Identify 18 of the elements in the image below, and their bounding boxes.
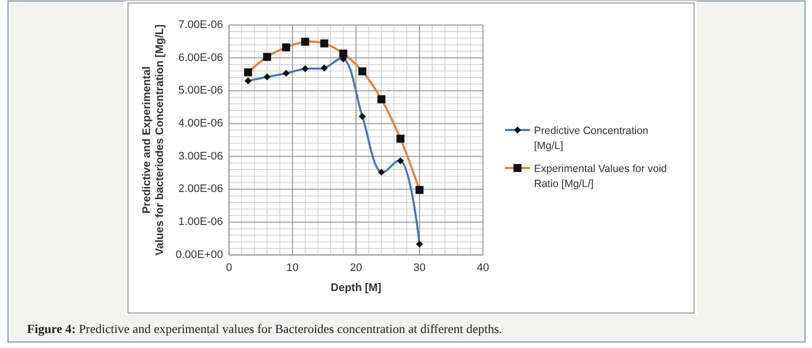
y-axis-title: Predictive and Experimental Values for bacteriodes Concentration [Mg/L] xyxy=(141,24,166,256)
legend-label: Experimental Values for void Ratio [Mg/L/] xyxy=(534,163,668,190)
y-tick-label: 5.00E-06 xyxy=(178,84,223,97)
caption: Figure 4: Predictive and experimental values for Bacteroides concentration at different depths. xyxy=(27,322,502,336)
y-tick-label: 1.00E-06 xyxy=(178,216,223,228)
x-tick-label: 0 xyxy=(226,262,232,274)
x-tick-label: 10 xyxy=(286,262,299,274)
y-tick-label: 3.00E-06 xyxy=(178,150,223,162)
y-tick-label: 2.00E-06 xyxy=(178,183,223,196)
x-tick-label: 30 xyxy=(413,262,426,274)
x-tick-label: 20 xyxy=(350,262,362,274)
y-tick-label: 7.00E-06 xyxy=(178,18,223,31)
x-tick-label: 40 xyxy=(476,262,490,274)
y-tick-label: 6.00E-06 xyxy=(178,52,223,64)
y-tick-label: 0.00E+00 xyxy=(176,248,223,261)
y-tick-label: 4.00E-06 xyxy=(178,117,223,130)
x-axis-title: Depth [M] xyxy=(330,282,382,294)
legend-label: Predictive Concentration [Mg/L] xyxy=(534,125,649,152)
